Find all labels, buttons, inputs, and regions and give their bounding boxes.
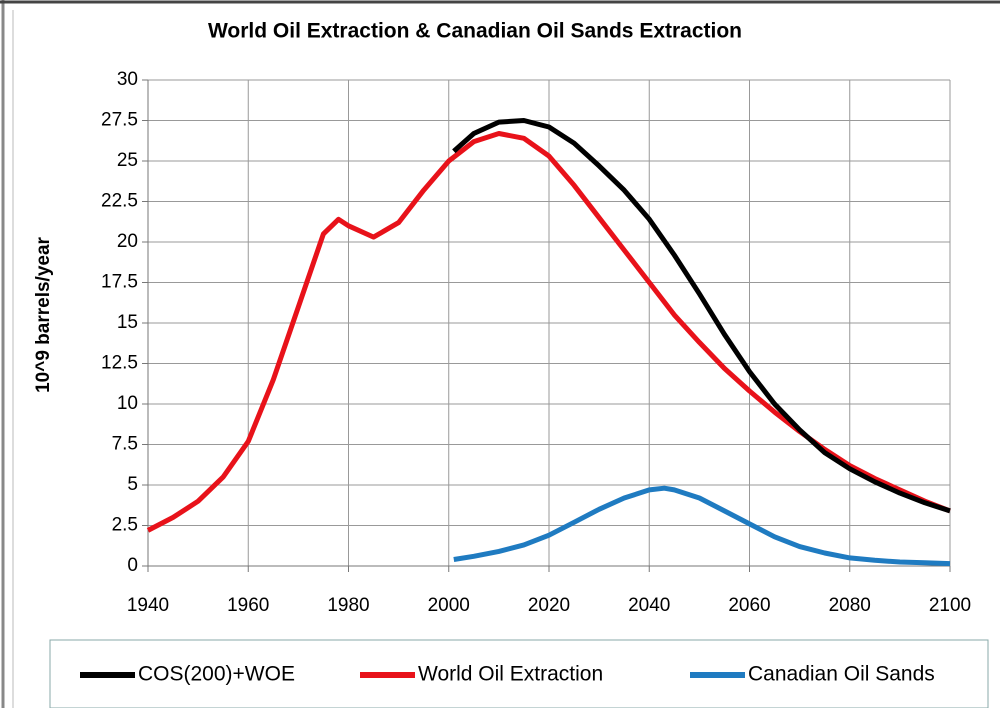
y-tick-label: 0 bbox=[127, 555, 138, 576]
y-tick-label: 27.5 bbox=[101, 110, 138, 131]
x-tick-label: 2000 bbox=[428, 595, 470, 616]
y-tick-label: 20 bbox=[117, 231, 138, 252]
y-tick-label: 30 bbox=[117, 69, 138, 90]
y-tick-label: 17.5 bbox=[101, 272, 138, 293]
legend-label: COS(200)+WOE bbox=[138, 663, 295, 686]
legend-label: Canadian Oil Sands bbox=[748, 663, 935, 686]
y-tick-label: 10 bbox=[117, 393, 138, 414]
x-tick-label: 2080 bbox=[829, 595, 871, 616]
chart-title: World Oil Extraction & Canadian Oil Sand… bbox=[208, 20, 742, 43]
y-tick-label: 25 bbox=[117, 150, 138, 171]
x-tick-label: 1960 bbox=[227, 595, 269, 616]
y-tick-label: 12.5 bbox=[101, 353, 138, 374]
legend-label: World Oil Extraction bbox=[418, 663, 603, 686]
y-axis-label: 10^9 barrels/year bbox=[33, 236, 54, 392]
y-tick-label: 15 bbox=[117, 312, 138, 333]
y-tick-label: 5 bbox=[127, 474, 138, 495]
x-tick-label: 1980 bbox=[327, 595, 369, 616]
line-series bbox=[452, 118, 951, 514]
x-tick-label: 1940 bbox=[127, 595, 169, 616]
y-tick-label: 7.5 bbox=[112, 434, 138, 455]
x-tick-label: 2100 bbox=[929, 595, 971, 616]
y-tick-label: 22.5 bbox=[101, 191, 138, 212]
x-tick-label: 2020 bbox=[528, 595, 570, 616]
line-series bbox=[453, 485, 951, 567]
legend-box bbox=[49, 639, 989, 708]
x-tick-label: 2040 bbox=[628, 595, 670, 616]
y-tick-label: 2.5 bbox=[112, 515, 138, 536]
x-tick-label: 2060 bbox=[728, 595, 770, 616]
